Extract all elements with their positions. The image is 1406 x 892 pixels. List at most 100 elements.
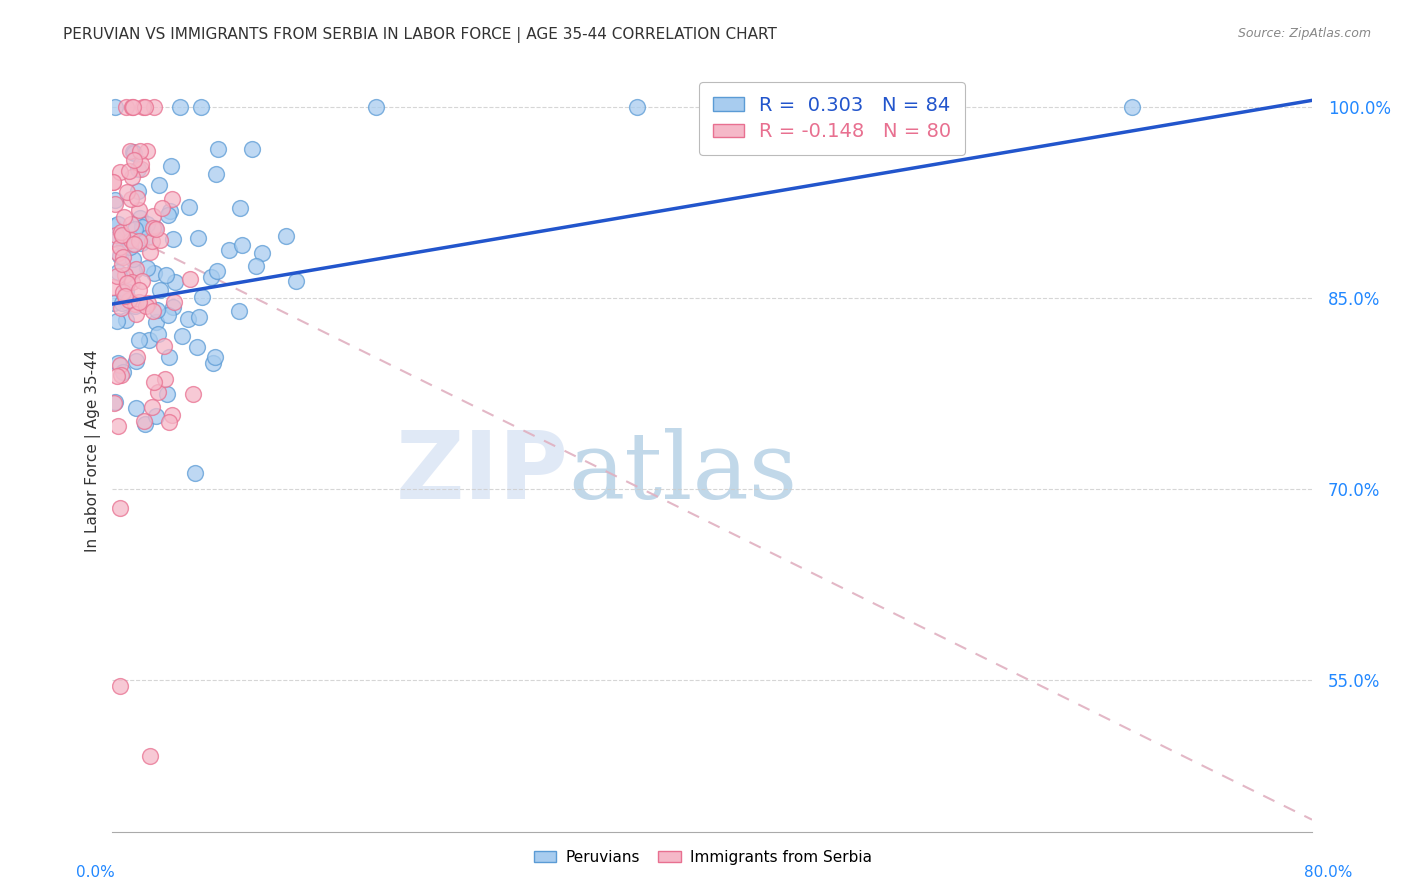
Point <box>129 144 152 158</box>
Point <box>105 369 128 384</box>
Point <box>142 220 165 235</box>
Point <box>128 295 150 310</box>
Point <box>104 232 127 246</box>
Point <box>117 295 139 310</box>
Point <box>115 100 138 114</box>
Point <box>184 466 207 480</box>
Point <box>103 175 125 189</box>
Point <box>118 164 141 178</box>
Point <box>179 200 201 214</box>
Point <box>170 329 193 343</box>
Point <box>114 313 136 327</box>
Text: atlas: atlas <box>568 428 797 518</box>
Point <box>135 260 157 275</box>
Point <box>1121 100 1143 114</box>
Point <box>128 283 150 297</box>
Point <box>112 238 135 252</box>
Point <box>121 100 143 114</box>
Point <box>129 157 152 171</box>
Point <box>104 196 127 211</box>
Text: PERUVIAN VS IMMIGRANTS FROM SERBIA IN LABOR FORCE | AGE 35-44 CORRELATION CHART: PERUVIAN VS IMMIGRANTS FROM SERBIA IN LA… <box>63 27 778 43</box>
Point <box>111 229 134 244</box>
Point <box>146 384 169 399</box>
Point <box>125 191 148 205</box>
Point <box>127 162 149 177</box>
Point <box>124 153 146 168</box>
Point <box>125 307 148 321</box>
Point <box>108 249 131 263</box>
Point <box>181 386 204 401</box>
Point <box>207 263 229 277</box>
Point <box>122 252 145 266</box>
Point <box>103 175 125 189</box>
Point <box>218 243 240 257</box>
Point <box>134 100 156 114</box>
Point <box>104 228 127 243</box>
Point <box>142 100 165 114</box>
Point <box>127 184 149 198</box>
Point <box>162 193 184 207</box>
Point <box>201 356 224 370</box>
Point <box>124 145 146 160</box>
Point <box>114 289 136 303</box>
Point <box>152 338 174 352</box>
Point <box>228 201 250 215</box>
Point <box>124 297 146 311</box>
Point <box>104 100 127 114</box>
Point <box>103 280 125 294</box>
Point <box>105 314 128 328</box>
Point <box>128 334 150 348</box>
Point <box>114 285 136 299</box>
Point <box>120 233 142 247</box>
Point <box>157 351 180 365</box>
Point <box>136 296 159 310</box>
Point <box>125 350 148 364</box>
Point <box>117 276 139 290</box>
Point <box>162 300 184 314</box>
Point <box>103 395 125 409</box>
Point <box>129 211 152 225</box>
Point <box>112 365 135 379</box>
Point <box>163 295 186 310</box>
Point <box>120 144 142 158</box>
Point <box>141 234 163 248</box>
Point <box>121 170 143 185</box>
Point <box>274 229 297 244</box>
Point <box>107 245 129 260</box>
Point <box>204 350 226 364</box>
Point <box>124 222 146 236</box>
Point <box>125 401 148 416</box>
Point <box>107 218 129 232</box>
Point <box>128 203 150 218</box>
Point <box>108 679 131 693</box>
Point <box>136 217 159 231</box>
Point <box>120 218 142 232</box>
Point <box>148 178 170 192</box>
Point <box>141 400 163 414</box>
Point <box>121 276 143 290</box>
Point <box>142 209 165 223</box>
Point <box>121 100 143 114</box>
Point <box>104 394 127 409</box>
Point <box>138 333 160 347</box>
Point <box>128 234 150 248</box>
Point <box>142 304 165 318</box>
Point <box>626 100 648 114</box>
Point <box>139 749 162 764</box>
Legend: Peruvians, Immigrants from Serbia: Peruvians, Immigrants from Serbia <box>527 844 879 871</box>
Point <box>108 500 131 515</box>
Point <box>135 299 157 313</box>
Point <box>157 208 180 222</box>
Point <box>114 268 136 282</box>
Point <box>110 225 132 239</box>
Point <box>179 272 201 286</box>
Point <box>104 193 127 207</box>
Point <box>139 245 162 260</box>
Point <box>107 419 129 434</box>
Point <box>156 387 179 401</box>
Point <box>122 264 145 278</box>
Point <box>149 233 172 247</box>
Point <box>190 100 212 114</box>
Point <box>131 162 153 177</box>
Point <box>112 211 135 225</box>
